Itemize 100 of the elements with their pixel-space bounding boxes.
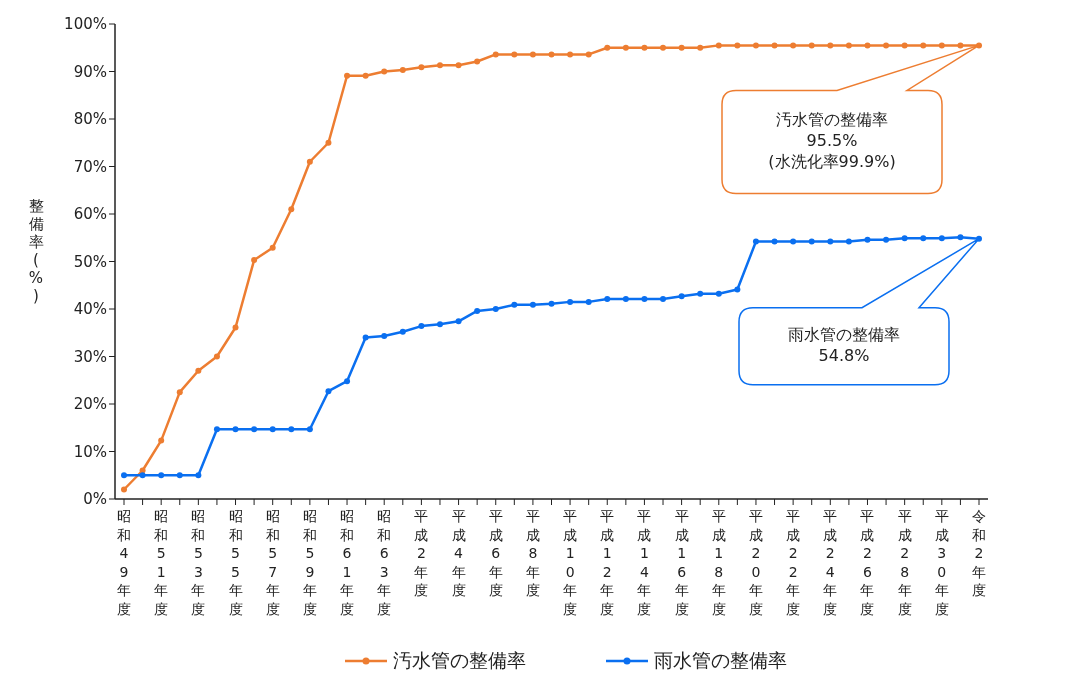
x-tick-label: 平成2年度 [414,508,429,598]
x-tick-label: 平成20年度 [748,508,763,617]
point [548,300,555,307]
x-tick-label: 平成8年度 [525,508,540,598]
point [678,293,685,300]
point [752,42,759,49]
point [734,42,741,49]
x-tick-label: 平成6年度 [488,508,503,598]
y-tick-label: 90% [73,62,107,81]
y-tick-label: 10% [73,442,107,461]
point [790,42,797,49]
point [344,378,351,385]
point [641,44,648,51]
point [734,286,741,293]
y-tick-label: 20% [73,395,107,414]
x-tick-label: 平成22年度 [786,508,801,617]
point [697,290,704,297]
point [399,328,406,335]
x-tick-label: 令和2年度 [972,508,986,598]
point [269,426,276,433]
y-tick-label: 100% [64,15,107,34]
x-tick-label: 昭和61年度 [340,508,355,617]
point [492,51,499,58]
point [399,67,406,74]
annotation: 雨水管の整備率 54.8% [788,325,900,366]
point [158,472,165,479]
point [622,44,629,51]
point [938,235,945,242]
point [660,44,667,51]
x-tick-label: 昭和55年度 [228,508,243,617]
y-tick-label: 60% [73,205,107,224]
point [176,389,183,396]
point [567,51,574,58]
point [529,301,536,308]
point [752,238,759,245]
x-tick-label: 平成10年度 [563,508,578,617]
point [288,426,295,433]
point [455,318,462,325]
point [827,42,834,49]
point [548,51,555,58]
x-tick-label: 平成16年度 [674,508,689,617]
point [195,472,202,479]
point [938,42,945,49]
point [251,257,258,264]
x-tick-label: 平成26年度 [860,508,875,617]
point [306,158,313,165]
point [678,44,685,51]
point [920,235,927,242]
point [697,44,704,51]
point [381,333,388,340]
point [585,51,592,58]
point [362,72,369,79]
point [158,437,165,444]
point [808,238,815,245]
point [269,244,276,251]
point [660,296,667,303]
point [604,44,611,51]
point [381,68,388,75]
point [176,472,183,479]
point [511,51,518,58]
point [213,353,220,360]
point [771,42,778,49]
point [232,426,239,433]
point [325,388,332,395]
point [715,42,722,49]
point [436,321,443,328]
x-tick-label: 昭和49年度 [117,508,131,617]
point [436,62,443,69]
legend-label: 汚水管の整備率 [393,648,526,673]
point [121,472,127,479]
y-tick-label: 40% [73,300,107,319]
y-tick-label: 70% [73,157,107,176]
point [604,296,611,303]
point [288,206,295,213]
x-tick-label: 平成14年度 [637,508,652,617]
point [418,64,425,71]
point [622,296,629,303]
point [474,58,481,65]
point [232,324,239,331]
x-tick-label: 平成30年度 [934,508,949,617]
x-tick-label: 平成4年度 [451,508,466,598]
x-tick-label: 平成28年度 [897,508,912,617]
point [585,298,592,305]
x-tick-label: 昭和63年度 [377,508,392,617]
annotation: 汚水管の整備率 95.5% (水洗化率99.9%) [768,110,896,172]
point [883,236,890,243]
point [418,323,425,330]
x-tick-label: 昭和51年度 [154,508,169,617]
x-tick-label: 平成18年度 [711,508,726,617]
point [455,62,462,69]
point [325,139,332,146]
y-tick-label: 30% [73,347,107,366]
point [845,42,852,49]
x-tick-label: 昭和53年度 [191,508,206,617]
point [567,298,574,305]
y-tick-label: 80% [73,110,107,129]
x-tick-label: 昭和59年度 [302,508,317,617]
point [901,235,908,242]
point [195,367,202,374]
point [715,290,722,297]
